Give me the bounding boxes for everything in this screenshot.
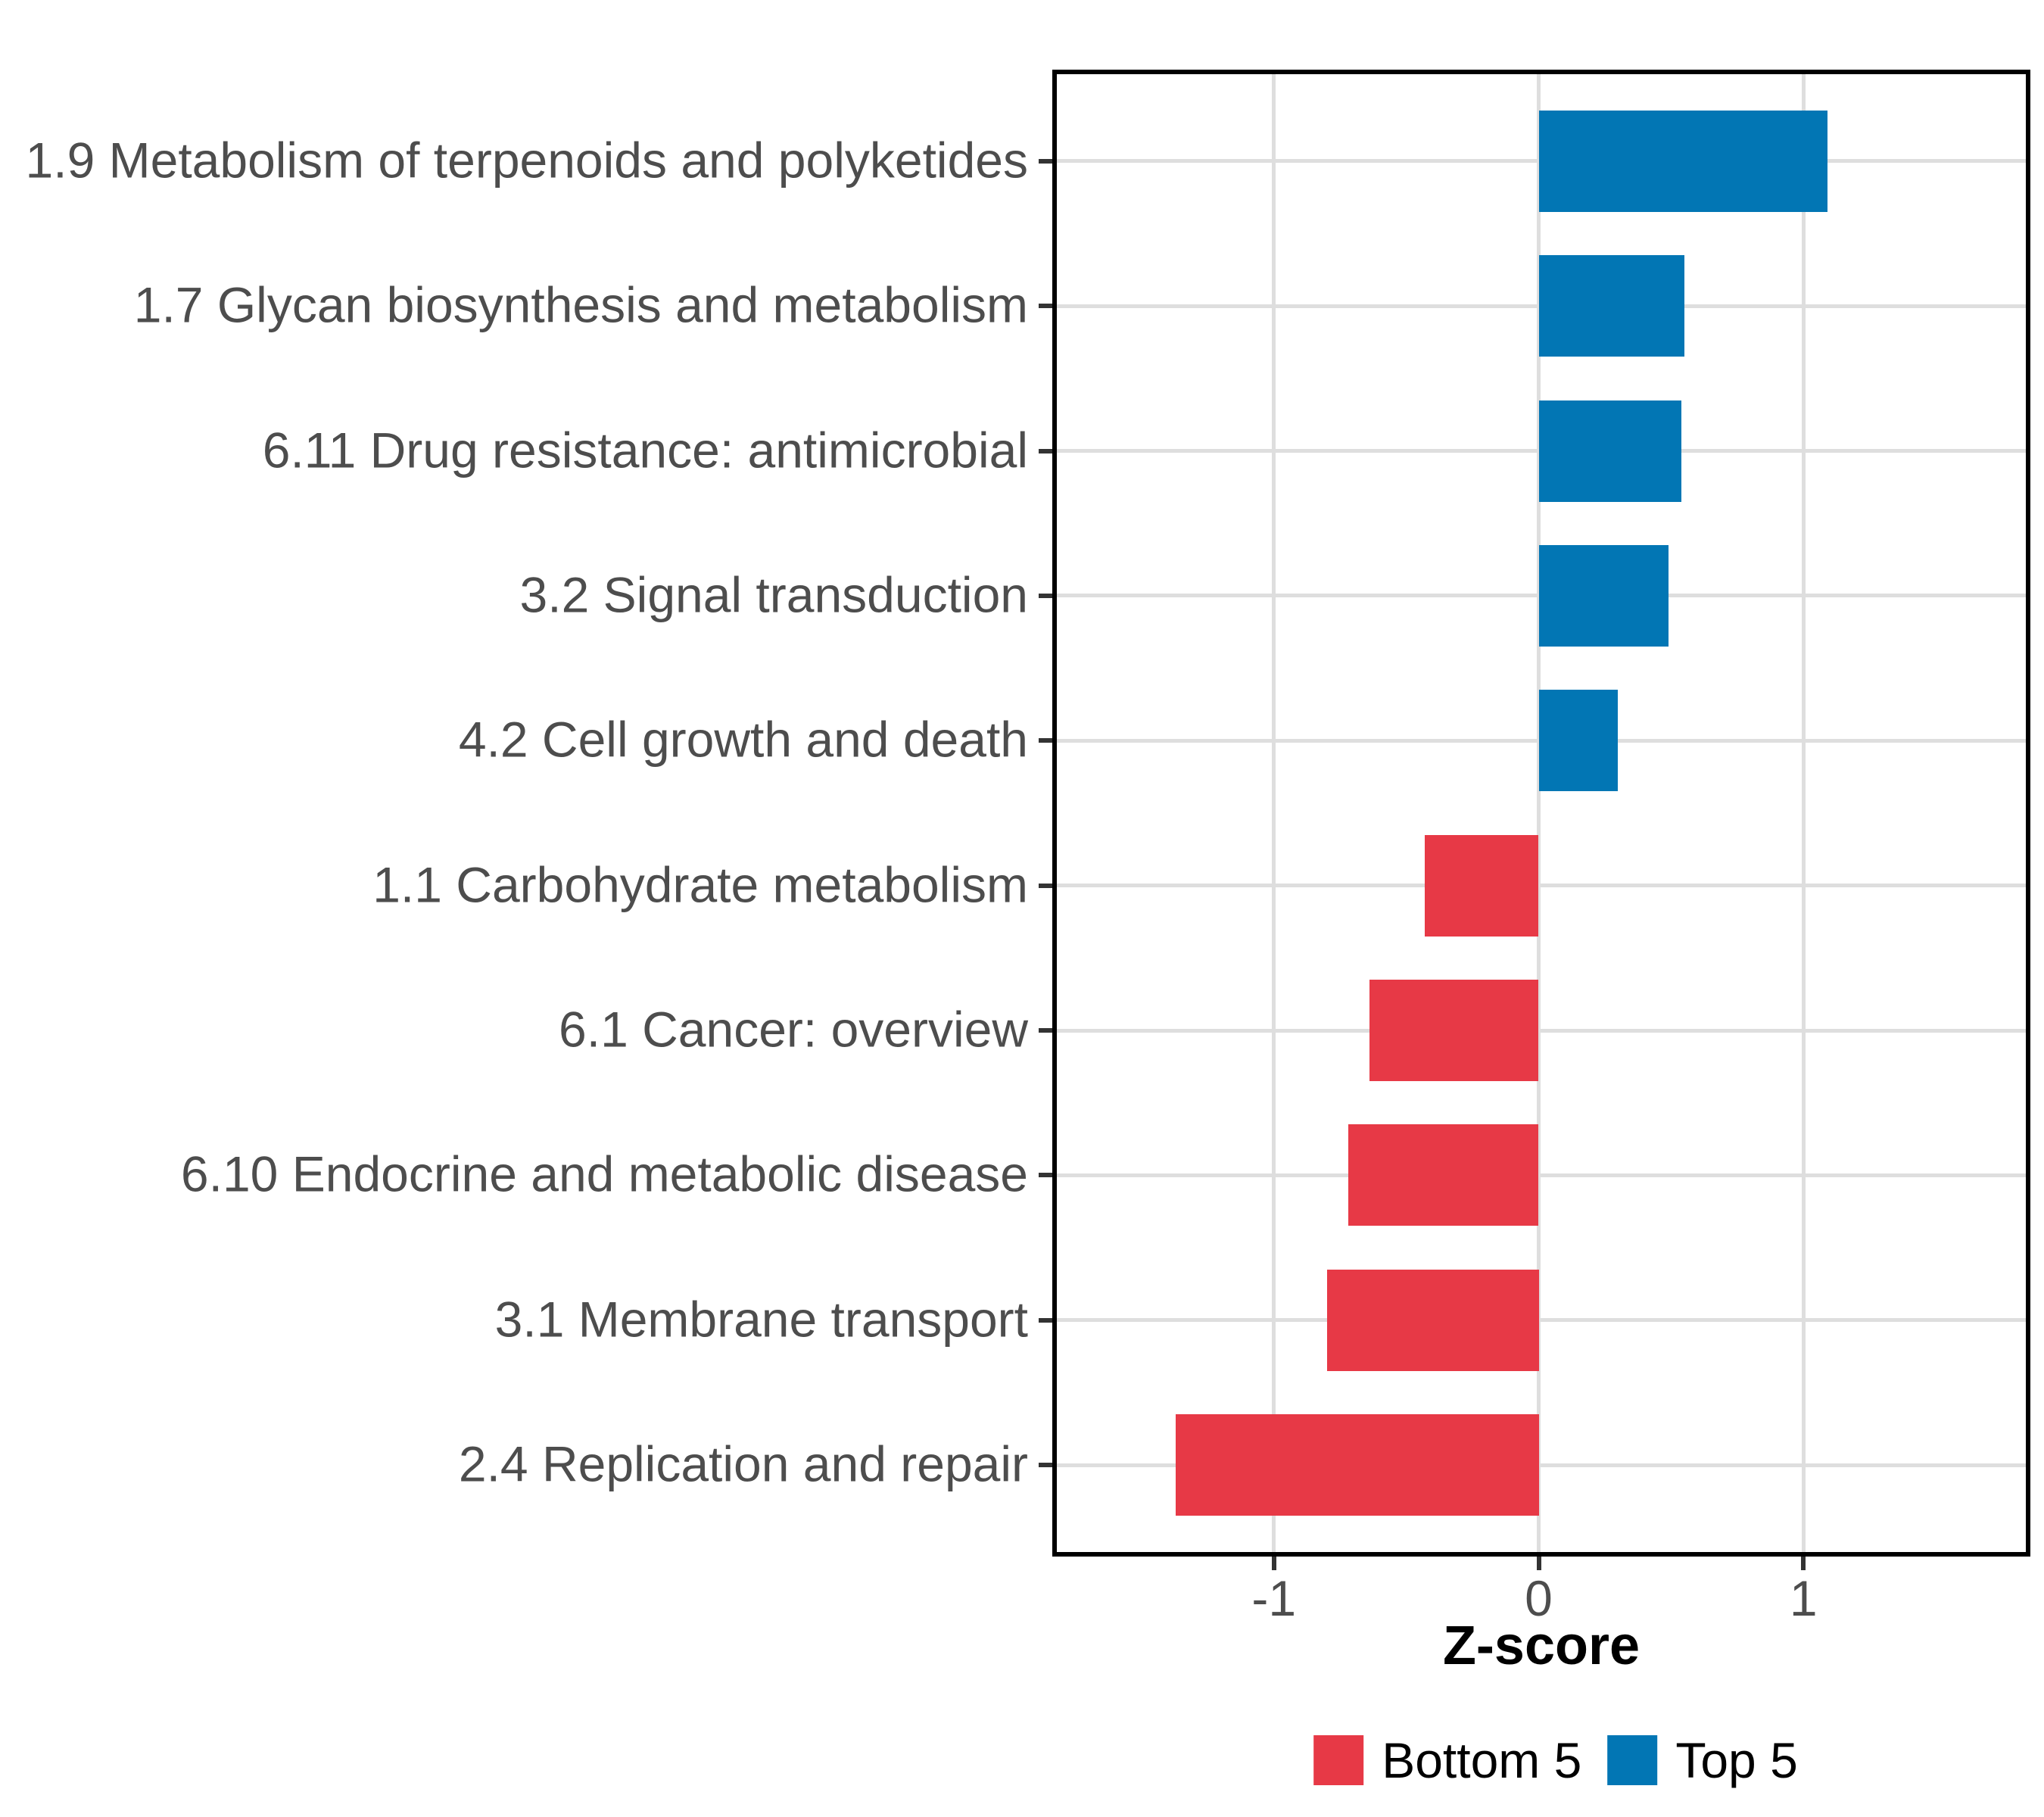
x-axis-title: Z-score [1442,1616,1640,1676]
bar-row-6 [1425,834,1539,937]
y-tick-mark [1039,158,1052,164]
bar-row-2 [1538,255,1684,357]
x-tick-label: 0 [1525,1570,1553,1626]
x-tick-label: 1 [1789,1570,1818,1626]
legend-key-top5-swatch [1607,1735,1658,1785]
x-tick-mark [1801,1557,1806,1570]
x-gridline [1272,74,1276,1552]
y-gridline [1057,1173,2026,1177]
y-tick-mark [1039,883,1052,888]
y-axis-label: 4.2 Cell growth and death [458,711,1028,768]
bar-row-4 [1538,544,1669,647]
y-axis-label: 3.2 Signal transduction [519,566,1028,623]
x-tick-mark [1536,1557,1541,1570]
bar-row-7 [1369,980,1539,1082]
y-tick-mark [1039,1463,1052,1468]
y-axis-label: 1.7 Glycan biosynthesis and metabolism [133,276,1028,333]
bar-row-1 [1538,110,1827,212]
y-tick-mark [1039,1317,1052,1323]
y-tick-mark [1039,1028,1052,1033]
y-axis-label: 2.4 Replication and repair [458,1435,1028,1492]
y-axis-label: 6.10 Endocrine and metabolic disease [180,1146,1028,1203]
plot-panel [1052,70,2030,1557]
x-tick-label: -1 [1251,1570,1297,1626]
bar-row-3 [1538,400,1682,502]
legend-item-top5: Top 5 [1607,1732,1798,1788]
x-tick-mark [1271,1557,1276,1570]
y-axis-label: 3.1 Membrane transport [494,1291,1028,1348]
bar-row-5 [1538,690,1619,792]
legend-key-bottom5-swatch [1313,1735,1364,1785]
bar-row-9 [1326,1269,1539,1371]
legend-label-top5: Top 5 [1675,1732,1798,1788]
legend-label-bottom5: Bottom 5 [1382,1732,1582,1788]
y-axis-label: 1.1 Carbohydrate metabolism [372,856,1028,913]
y-axis-label: 6.1 Cancer: overview [559,1001,1028,1058]
bar-row-10 [1176,1414,1539,1516]
y-gridline [1057,1463,2026,1467]
x-gridline [1801,74,1806,1552]
x-gridline [1537,74,1541,1552]
y-tick-mark [1039,448,1052,453]
y-gridline [1057,884,2026,888]
y-gridline [1057,1318,2026,1323]
bar-row-8 [1348,1124,1539,1226]
y-axis-label: 1.9 Metabolism of terpenoids and polyket… [25,132,1028,189]
y-axis-label: 6.11 Drug resistance: antimicrobial [262,422,1028,478]
legend-item-bottom5: Bottom 5 [1313,1735,1581,1785]
y-tick-mark [1039,1173,1052,1178]
y-tick-mark [1039,593,1052,598]
legend: Bottom 5 Top 5 [1313,1735,1798,1785]
y-tick-mark [1039,738,1052,743]
y-gridline [1057,1028,2026,1033]
y-tick-mark [1039,304,1052,309]
